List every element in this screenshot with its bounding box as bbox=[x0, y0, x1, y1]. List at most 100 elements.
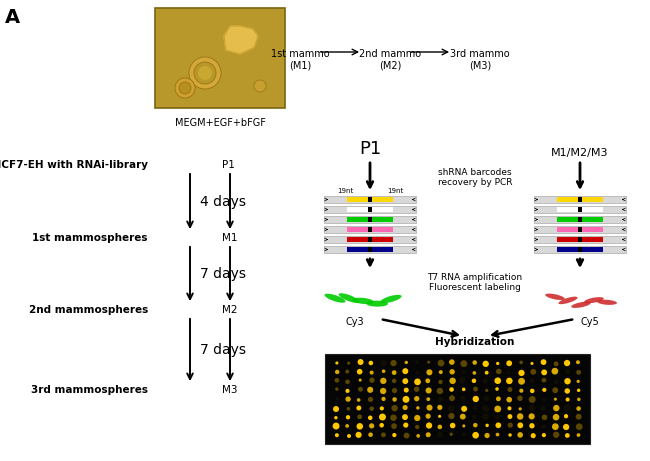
Bar bbox=[534, 196, 626, 203]
Bar bbox=[347, 217, 393, 222]
Circle shape bbox=[554, 379, 559, 384]
Circle shape bbox=[449, 378, 456, 384]
Circle shape bbox=[496, 433, 499, 437]
Circle shape bbox=[198, 66, 212, 80]
Circle shape bbox=[496, 362, 499, 365]
Circle shape bbox=[426, 369, 432, 375]
Circle shape bbox=[437, 388, 443, 394]
Circle shape bbox=[530, 362, 534, 365]
Circle shape bbox=[530, 389, 534, 393]
Text: shRNA barcodes
recovery by PCR: shRNA barcodes recovery by PCR bbox=[437, 168, 512, 188]
Circle shape bbox=[335, 370, 339, 374]
Circle shape bbox=[576, 414, 582, 420]
Bar bbox=[324, 196, 416, 203]
Text: 19nt: 19nt bbox=[387, 188, 403, 194]
Circle shape bbox=[541, 359, 547, 365]
Circle shape bbox=[506, 397, 512, 402]
Circle shape bbox=[449, 359, 454, 365]
Circle shape bbox=[554, 361, 558, 366]
Circle shape bbox=[448, 413, 454, 419]
Circle shape bbox=[381, 432, 386, 437]
Circle shape bbox=[461, 406, 467, 412]
Circle shape bbox=[528, 404, 536, 411]
Circle shape bbox=[335, 378, 339, 383]
Circle shape bbox=[473, 405, 478, 410]
Circle shape bbox=[345, 396, 351, 402]
Bar bbox=[578, 247, 582, 252]
Bar bbox=[578, 207, 582, 212]
Circle shape bbox=[415, 360, 419, 364]
Circle shape bbox=[380, 360, 387, 366]
Circle shape bbox=[460, 360, 467, 367]
Circle shape bbox=[564, 414, 568, 418]
Bar bbox=[325, 354, 590, 444]
Circle shape bbox=[541, 425, 546, 429]
Circle shape bbox=[347, 361, 350, 365]
Bar bbox=[368, 197, 372, 202]
Text: 7 days: 7 days bbox=[200, 343, 246, 357]
Text: 1st mammo
(M1): 1st mammo (M1) bbox=[270, 49, 330, 71]
Circle shape bbox=[460, 414, 465, 420]
Circle shape bbox=[390, 414, 396, 421]
Circle shape bbox=[367, 387, 373, 393]
Circle shape bbox=[449, 395, 455, 401]
Bar bbox=[347, 237, 393, 242]
Circle shape bbox=[437, 360, 445, 366]
Text: P1: P1 bbox=[359, 140, 381, 158]
Circle shape bbox=[495, 378, 501, 384]
Circle shape bbox=[473, 371, 476, 375]
Circle shape bbox=[391, 360, 396, 366]
Circle shape bbox=[485, 389, 488, 392]
Circle shape bbox=[425, 378, 430, 383]
Text: 2nd mammospheres: 2nd mammospheres bbox=[29, 305, 148, 315]
Circle shape bbox=[426, 387, 432, 394]
Bar bbox=[578, 217, 582, 222]
Circle shape bbox=[530, 378, 534, 383]
Ellipse shape bbox=[584, 297, 604, 303]
Bar bbox=[347, 247, 393, 252]
Circle shape bbox=[519, 389, 523, 393]
Circle shape bbox=[403, 423, 408, 428]
Circle shape bbox=[482, 361, 489, 367]
Bar bbox=[347, 197, 393, 202]
Circle shape bbox=[333, 423, 339, 430]
Bar bbox=[155, 8, 285, 108]
Circle shape bbox=[528, 396, 536, 403]
Circle shape bbox=[379, 414, 386, 420]
Ellipse shape bbox=[366, 301, 388, 307]
Circle shape bbox=[402, 368, 408, 374]
Circle shape bbox=[553, 405, 560, 411]
Circle shape bbox=[564, 378, 571, 384]
Bar bbox=[347, 207, 393, 212]
Circle shape bbox=[462, 425, 465, 427]
Circle shape bbox=[508, 423, 513, 428]
Circle shape bbox=[414, 396, 419, 402]
Circle shape bbox=[507, 371, 510, 374]
Text: 3rd mammospheres: 3rd mammospheres bbox=[31, 385, 148, 395]
Circle shape bbox=[472, 414, 476, 419]
Circle shape bbox=[426, 397, 430, 401]
Ellipse shape bbox=[597, 300, 617, 305]
Circle shape bbox=[450, 423, 456, 428]
Bar bbox=[578, 197, 582, 202]
Circle shape bbox=[486, 424, 489, 427]
Circle shape bbox=[426, 414, 431, 419]
Text: Cy3: Cy3 bbox=[346, 317, 364, 327]
Circle shape bbox=[473, 396, 479, 402]
Circle shape bbox=[484, 396, 489, 401]
Circle shape bbox=[576, 360, 580, 364]
Circle shape bbox=[427, 361, 430, 364]
Circle shape bbox=[473, 361, 477, 365]
Circle shape bbox=[552, 423, 559, 430]
Circle shape bbox=[462, 371, 465, 374]
Circle shape bbox=[179, 82, 191, 94]
Circle shape bbox=[508, 387, 512, 392]
Circle shape bbox=[566, 397, 569, 402]
Ellipse shape bbox=[352, 298, 374, 304]
Circle shape bbox=[380, 378, 387, 384]
Circle shape bbox=[392, 378, 396, 383]
Circle shape bbox=[392, 370, 396, 375]
Circle shape bbox=[517, 422, 523, 428]
Circle shape bbox=[335, 433, 339, 437]
Circle shape bbox=[518, 370, 525, 376]
